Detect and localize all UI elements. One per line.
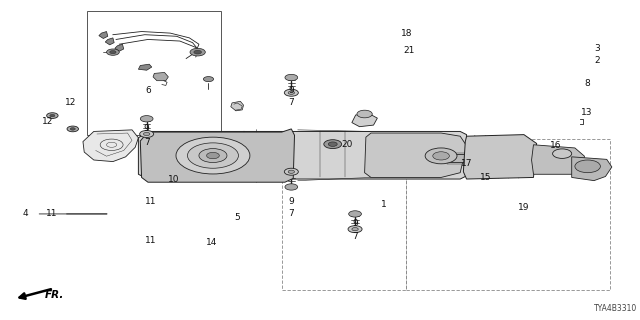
- Circle shape: [425, 148, 457, 164]
- Circle shape: [199, 148, 227, 163]
- Circle shape: [176, 137, 250, 174]
- Text: 10: 10: [168, 174, 179, 184]
- Circle shape: [352, 228, 358, 231]
- Text: 12: 12: [42, 117, 53, 126]
- Circle shape: [67, 126, 79, 132]
- Circle shape: [207, 152, 220, 159]
- Text: 11: 11: [145, 197, 157, 206]
- Circle shape: [288, 91, 294, 94]
- Text: 11: 11: [46, 209, 58, 219]
- Text: FR.: FR.: [45, 290, 64, 300]
- Circle shape: [357, 110, 372, 118]
- Circle shape: [50, 114, 55, 117]
- Circle shape: [47, 113, 58, 118]
- Bar: [447, 154, 534, 162]
- Text: 13: 13: [580, 108, 592, 117]
- Circle shape: [575, 160, 600, 173]
- Bar: [88, 11, 221, 135]
- Polygon shape: [140, 129, 294, 182]
- Text: 17: 17: [461, 159, 472, 168]
- Circle shape: [70, 128, 76, 130]
- Text: 20: 20: [342, 140, 353, 148]
- Polygon shape: [352, 114, 378, 127]
- Polygon shape: [463, 135, 537, 179]
- Polygon shape: [83, 130, 138, 162]
- Circle shape: [324, 140, 342, 148]
- Circle shape: [349, 211, 362, 217]
- Text: 9: 9: [289, 197, 294, 206]
- Circle shape: [433, 152, 449, 160]
- Circle shape: [288, 170, 294, 173]
- Circle shape: [106, 49, 119, 55]
- Text: 7: 7: [352, 232, 358, 241]
- Circle shape: [348, 226, 362, 233]
- Polygon shape: [365, 133, 467, 178]
- Text: 14: 14: [206, 238, 218, 247]
- Text: 7: 7: [289, 99, 294, 108]
- Polygon shape: [99, 32, 108, 38]
- Bar: [282, 140, 406, 290]
- Circle shape: [190, 48, 205, 56]
- Bar: [406, 140, 610, 290]
- Text: 9: 9: [289, 86, 294, 95]
- Text: 1: 1: [381, 200, 387, 209]
- Text: 21: 21: [404, 46, 415, 55]
- Text: 2: 2: [595, 56, 600, 65]
- Text: TYA4B3310: TYA4B3310: [594, 304, 637, 313]
- Circle shape: [285, 184, 298, 190]
- Bar: [447, 153, 534, 164]
- Circle shape: [109, 51, 116, 54]
- Polygon shape: [231, 101, 244, 111]
- Polygon shape: [115, 44, 124, 51]
- Text: 12: 12: [65, 99, 76, 108]
- Circle shape: [194, 50, 202, 54]
- Text: 7: 7: [144, 138, 150, 147]
- Circle shape: [204, 76, 214, 82]
- Text: 3: 3: [595, 44, 600, 53]
- Circle shape: [552, 149, 572, 158]
- Text: 5: 5: [234, 212, 240, 222]
- Circle shape: [328, 142, 337, 146]
- Text: 16: 16: [550, 141, 561, 150]
- Text: 11: 11: [145, 236, 157, 245]
- Circle shape: [140, 116, 153, 122]
- Circle shape: [140, 131, 154, 138]
- Text: 18: 18: [401, 28, 412, 38]
- Text: 19: 19: [518, 203, 530, 212]
- Text: 9: 9: [144, 124, 150, 133]
- Circle shape: [284, 89, 298, 96]
- Polygon shape: [153, 72, 168, 81]
- Text: 15: 15: [480, 173, 492, 182]
- Polygon shape: [572, 157, 612, 180]
- Polygon shape: [532, 145, 584, 174]
- Polygon shape: [138, 64, 152, 70]
- Text: 7: 7: [289, 209, 294, 219]
- Text: 6: 6: [145, 86, 151, 95]
- Circle shape: [285, 74, 298, 81]
- Text: 4: 4: [23, 209, 28, 219]
- Circle shape: [143, 132, 150, 136]
- Text: 9: 9: [352, 219, 358, 228]
- Circle shape: [284, 168, 298, 175]
- Polygon shape: [138, 132, 467, 179]
- Polygon shape: [105, 38, 114, 45]
- Text: 8: 8: [585, 79, 591, 88]
- Circle shape: [188, 143, 239, 168]
